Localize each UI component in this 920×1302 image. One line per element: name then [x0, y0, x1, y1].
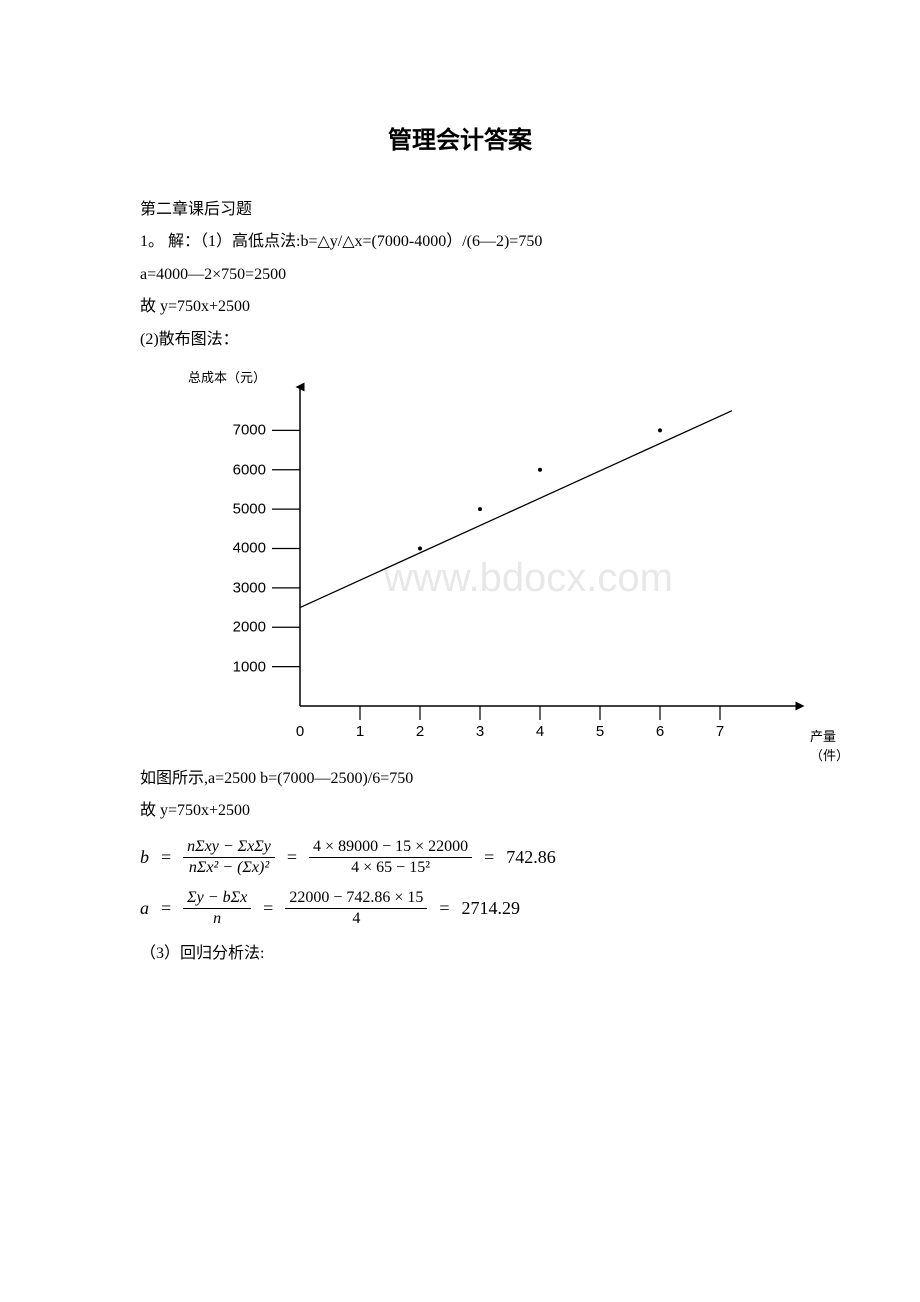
y-tick-label: 5000: [233, 501, 266, 518]
x-tick-label: 4: [536, 723, 544, 740]
formula-a: a = Σy − bΣx n = 22000 − 742.86 × 15 4 =…: [140, 888, 780, 929]
y-tick-label: 1000: [233, 658, 266, 675]
formula-b-frac2-den: 4 × 65 − 15²: [347, 858, 434, 878]
scatter-chart: 总成本（元） www.bdocx.com 1000200030004000500…: [160, 373, 800, 746]
formula-b-frac2-num: 4 × 89000 − 15 × 22000: [309, 837, 472, 858]
chapter-heading: 第二章课后习题: [140, 195, 780, 225]
y-tick-label: 4000: [233, 540, 266, 557]
method-2-heading: (2)散布图法：: [140, 325, 780, 355]
y-tick-label: 6000: [233, 461, 266, 478]
formula-a-frac2-den: 4: [348, 909, 364, 929]
solution-line-3: 故 y=750x+2500: [140, 292, 780, 322]
chart-conclusion-1: 如图所示,a=2500 b=(7000—2500)/6=750: [140, 764, 780, 794]
y-tick-label: 7000: [233, 422, 266, 439]
formula-b-lhs: b: [140, 847, 149, 868]
formula-b-frac1-num: nΣxy − ΣxΣy: [183, 837, 275, 858]
x-tick-label: 0: [296, 723, 304, 740]
x-tick-label: 6: [656, 723, 664, 740]
x-axis-title: 产量（件）: [810, 726, 849, 764]
x-tick-label: 5: [596, 723, 604, 740]
x-tick-label: 1: [356, 723, 364, 740]
formula-a-frac2-num: 22000 − 742.86 × 15: [285, 888, 427, 909]
solution-line-1: 1。 解：（1）高低点法:b=△y/△x=(7000-4000）/(6—2)=7…: [140, 227, 780, 257]
formula-b: b = nΣxy − ΣxΣy nΣx² − (Σx)² = 4 × 89000…: [140, 837, 780, 878]
formula-b-frac1-den: nΣx² − (Σx)²: [185, 858, 273, 878]
solution-line-2: a=4000—2×750=2500: [140, 260, 780, 290]
x-tick-label: 2: [416, 723, 424, 740]
x-tick-label: 3: [476, 723, 484, 740]
method-3-heading: （3）回归分析法:: [140, 939, 780, 969]
chart-conclusion-2: 故 y=750x+2500: [140, 796, 780, 826]
formula-a-frac1-den: n: [209, 909, 225, 929]
formula-b-result: 742.86: [506, 847, 556, 868]
y-tick-label: 3000: [233, 579, 266, 596]
formula-a-lhs: a: [140, 898, 149, 919]
x-tick-label: 7: [716, 723, 724, 740]
y-tick-label: 2000: [233, 619, 266, 636]
formula-a-frac1-num: Σy − bΣx: [183, 888, 251, 909]
formula-a-result: 2714.29: [462, 898, 521, 919]
page-title: 管理会计答案: [140, 120, 780, 155]
